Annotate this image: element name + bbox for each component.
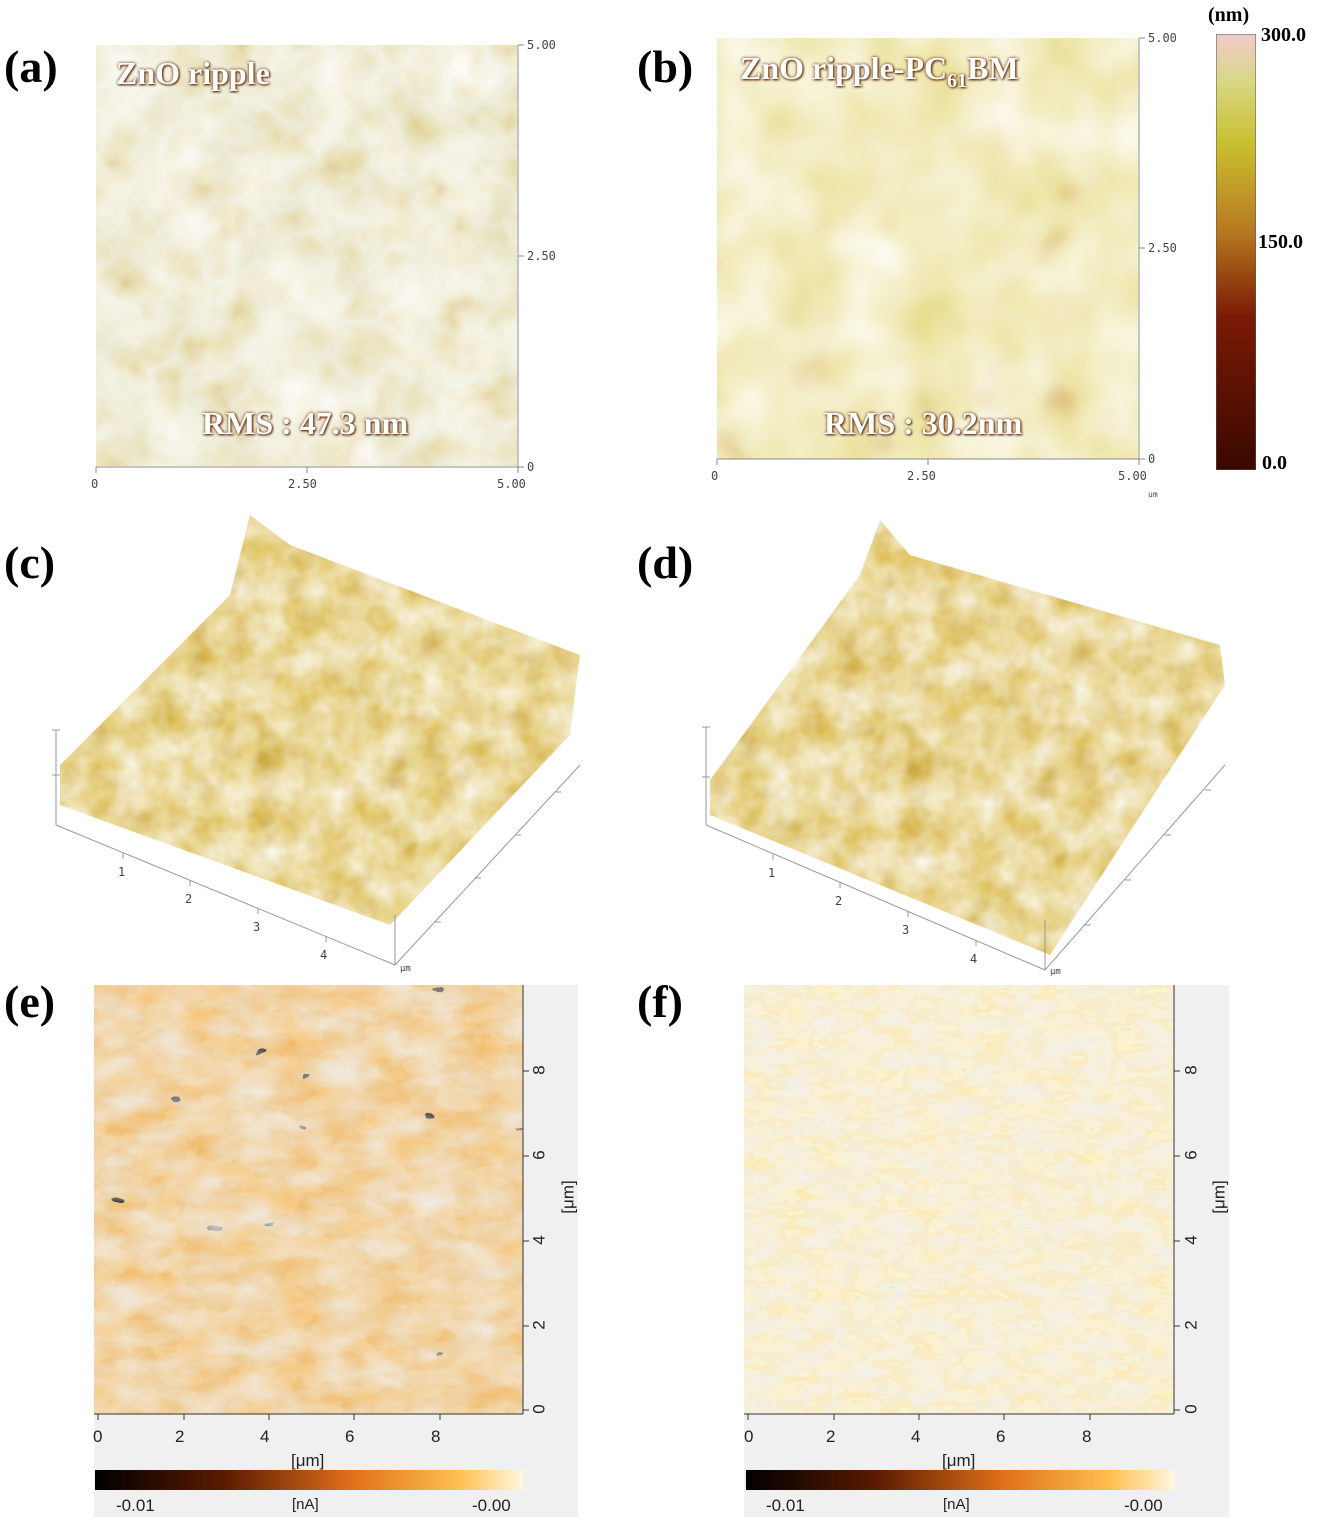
panel-f-xtick-0: 0 <box>744 1427 754 1446</box>
panel-f-cbar-min: -0.01 <box>766 1496 805 1515</box>
panel-e-ytick-3: 2 <box>529 1320 549 1330</box>
panel-f-xtick-1: 2 <box>826 1427 836 1446</box>
panel-c-tick-2: 2 <box>185 892 193 906</box>
panel-e-cbar-unit: [nA] <box>292 1496 319 1513</box>
panel-f-ytick-1: 6 <box>1181 1150 1201 1160</box>
panel-c-tick-4: 4 <box>320 948 328 962</box>
panel-e-ytick-4: 0 <box>529 1404 549 1414</box>
panel-d-tick-3: 3 <box>902 923 910 937</box>
panel-a-xtick-1: 2.50 <box>288 477 317 491</box>
panel-a-axes <box>95 44 524 473</box>
panel-a-ytick-2: 0 <box>527 460 535 474</box>
panel-e-ytick-1: 6 <box>529 1150 549 1160</box>
panel-e-xtick-0: 0 <box>93 1427 103 1446</box>
panel-d-tick-2: 2 <box>835 894 843 908</box>
panel-f-xlabel: [μm] <box>942 1451 976 1470</box>
height-scale-min: 0.0 <box>1262 452 1287 474</box>
panel-f-cbar-max: -0.00 <box>1124 1496 1163 1515</box>
panel-a-title: ZnO ripple <box>116 55 270 91</box>
panel-e-ylabel: [μm] <box>558 1180 578 1214</box>
panel-e-xtick-2: 4 <box>260 1427 270 1446</box>
panel-a-ytick-0: 5.00 <box>527 38 556 52</box>
panel-e-xtick-4: 8 <box>431 1427 441 1446</box>
panel-e-axes <box>94 985 529 1420</box>
panel-label-d: (d) <box>637 537 694 588</box>
panel-a-xtick-0: 0 <box>91 477 99 491</box>
cafm-current-map-f <box>744 985 1174 1414</box>
panel-c-unit: μm <box>400 964 411 974</box>
panel-f-ytick-4: 0 <box>1181 1404 1201 1414</box>
panel-label-b: (b) <box>637 41 694 92</box>
panel-d-tick-1: 1 <box>768 866 776 880</box>
panel-f-colorbar <box>746 1470 1175 1490</box>
panel-e-xlabel: [μm] <box>291 1451 325 1470</box>
panel-b-xtick-2: 5.00 <box>1118 469 1147 483</box>
afm-3d-surface-c <box>52 515 581 966</box>
panel-b-xtick-0: 0 <box>711 469 719 483</box>
panel-a-rms: RMS : 47.3 nm <box>202 405 409 441</box>
panel-e-xtick-1: 2 <box>175 1427 185 1446</box>
panel-f-ylabel: [μm] <box>1209 1180 1229 1214</box>
panel-c-tick-1: 1 <box>118 865 126 879</box>
panel-b-title: ZnO ripple-PC61BM <box>740 50 1019 92</box>
height-scale-max: 300.0 <box>1261 24 1306 46</box>
panel-f-xtick-4: 8 <box>1082 1427 1092 1446</box>
panel-f-xtick-3: 6 <box>996 1427 1006 1446</box>
height-scale-unit: (nm) <box>1208 4 1250 26</box>
panel-b-xunit: um <box>1148 490 1158 499</box>
height-scale-mid: 150.0 <box>1258 231 1303 253</box>
panel-b-ytick-2: 0 <box>1148 452 1156 466</box>
panel-b-axes <box>716 37 1145 465</box>
panel-e-colorbar <box>95 1470 523 1490</box>
panel-e-cbar-max: -0.00 <box>472 1496 511 1515</box>
panel-label-c: (c) <box>4 537 56 588</box>
panel-f-xtick-2: 4 <box>911 1427 921 1446</box>
afm-height-map-a <box>96 45 517 466</box>
panel-f-ytick-0: 8 <box>1181 1065 1201 1075</box>
panel-f-axes <box>744 985 1180 1420</box>
panel-e-ytick-2: 4 <box>529 1235 549 1245</box>
afm-height-map-b <box>717 38 1138 459</box>
height-colorbar <box>1216 34 1256 470</box>
panel-f-ytick-3: 2 <box>1181 1320 1201 1330</box>
panel-a-ytick-1: 2.50 <box>527 249 556 263</box>
panel-a-xtick-2: 5.00 <box>497 477 526 491</box>
panel-label-e: (e) <box>4 976 56 1027</box>
panel-e-cbar-min: -0.01 <box>116 1496 155 1515</box>
afm-3d-surface-d <box>702 520 1226 971</box>
panel-b-ytick-1: 2.50 <box>1148 241 1177 255</box>
panel-f-ytick-2: 4 <box>1181 1235 1201 1245</box>
panel-label-f: (f) <box>637 976 683 1027</box>
panel-b-xtick-1: 2.50 <box>907 469 936 483</box>
panel-d-unit: μm <box>1050 967 1061 977</box>
panel-b-ytick-0: 5.00 <box>1148 31 1177 45</box>
panel-e-xtick-3: 6 <box>345 1427 355 1446</box>
panel-c-tick-3: 3 <box>253 920 261 934</box>
panel-e-ytick-0: 8 <box>529 1065 549 1075</box>
panel-d-tick-4: 4 <box>970 952 978 966</box>
panel-b-rms: RMS : 30.2nm <box>824 405 1023 441</box>
panel-label-a: (a) <box>4 41 58 92</box>
cafm-current-map-e <box>94 985 523 1414</box>
panel-f-cbar-unit: [nA] <box>943 1496 970 1513</box>
